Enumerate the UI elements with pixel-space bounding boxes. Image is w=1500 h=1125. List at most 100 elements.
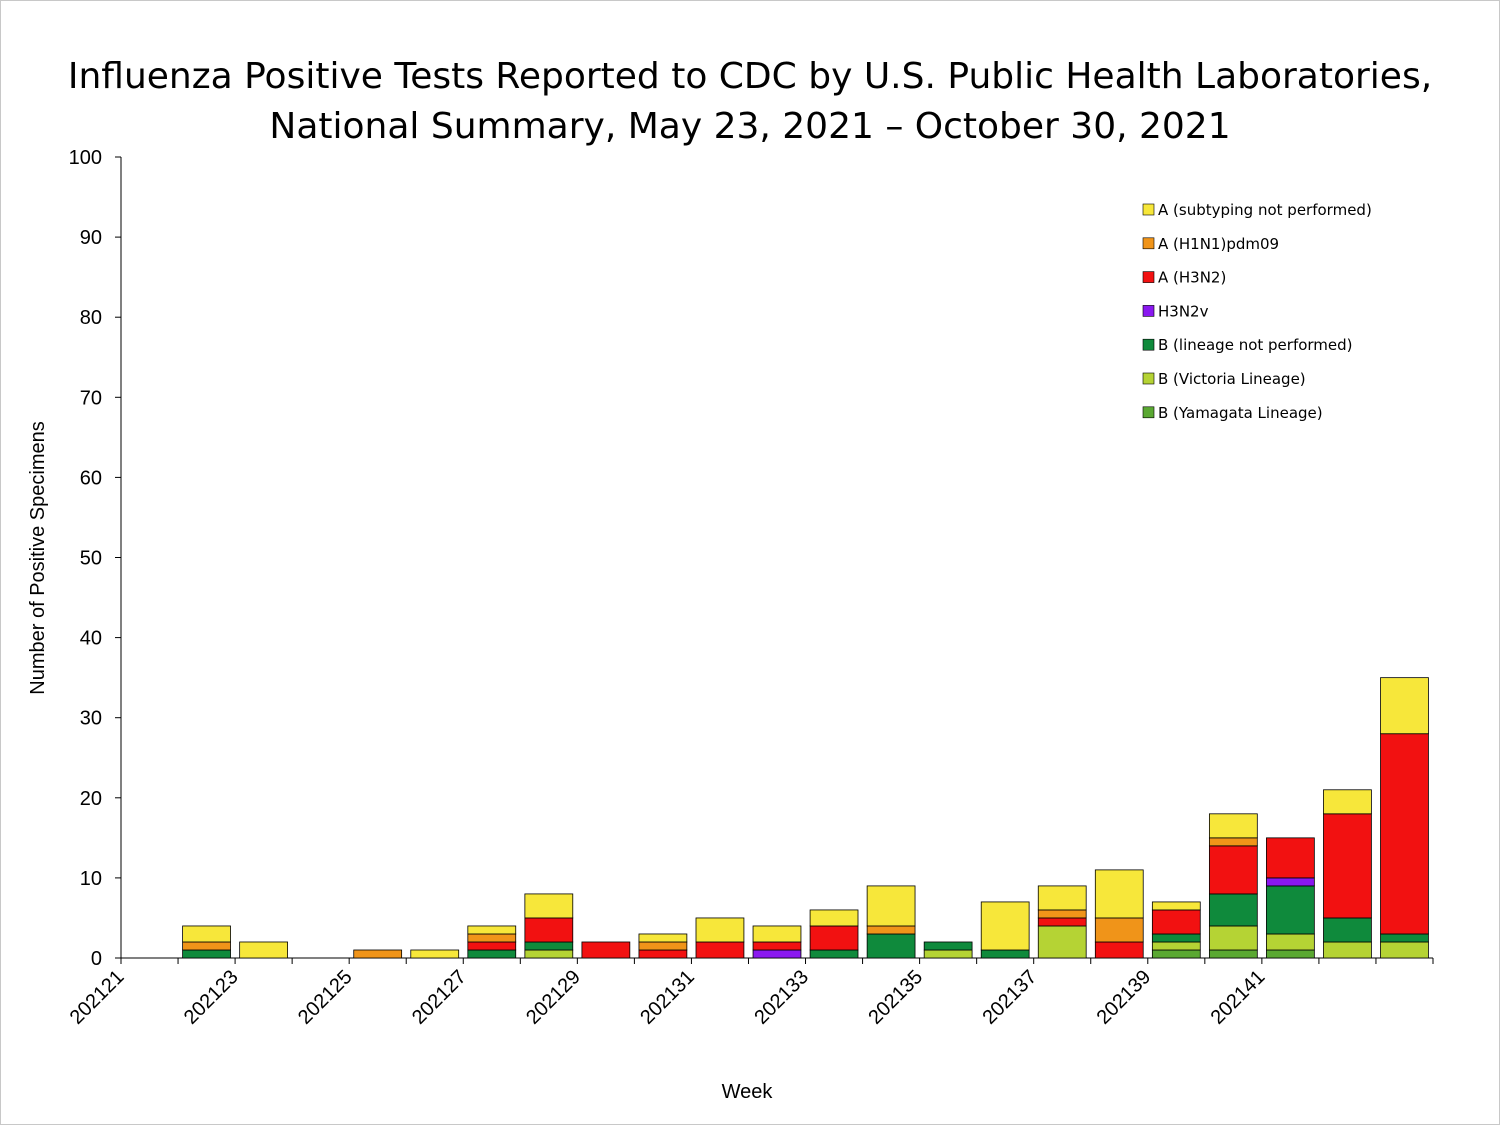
bar-segment-202138 xyxy=(1094,917,1144,943)
bar-segment-202142 xyxy=(1323,813,1372,919)
y-tick-label: 30 xyxy=(80,708,102,730)
legend-label: H3N2v xyxy=(1158,302,1209,320)
bar-segment-202141 xyxy=(1266,877,1315,887)
bar-segment-202141 xyxy=(1266,885,1315,935)
bar-segment-202140 xyxy=(1208,813,1258,839)
bar-segment-202129 xyxy=(581,941,631,959)
legend-label: B (Yamagata Lineage) xyxy=(1158,404,1323,422)
bar-segment-202143 xyxy=(1380,677,1429,735)
bar-segment-202141 xyxy=(1266,933,1315,951)
bar-segment-202139 xyxy=(1151,949,1201,959)
bar-segment-202135 xyxy=(923,949,973,959)
bar-segment-202136 xyxy=(980,901,1030,951)
bar-segment-202128 xyxy=(524,949,574,959)
bar-segment-202134 xyxy=(866,933,916,959)
legend-swatch xyxy=(1142,237,1155,250)
y-tick-label: 40 xyxy=(80,628,102,650)
legend-swatch xyxy=(1142,372,1155,385)
bar-segment-202126 xyxy=(410,949,460,959)
y-tick-label: 80 xyxy=(80,307,102,329)
bar-segment-202125 xyxy=(353,949,403,959)
bar-segment-202137 xyxy=(1037,909,1087,919)
bar-segment-202140 xyxy=(1208,893,1258,927)
x-tick-label: 202127 xyxy=(408,966,471,1029)
y-tick-label: 100 xyxy=(69,147,102,169)
bar-segment-202122 xyxy=(182,949,231,959)
x-tick-label: 202137 xyxy=(978,966,1041,1029)
y-axis-label: Number of Positive Specimens xyxy=(27,421,49,694)
bar-segment-202143 xyxy=(1380,941,1429,959)
y-tick-label: 60 xyxy=(80,467,102,489)
legend-label: B (Victoria Lineage) xyxy=(1158,370,1306,388)
bar-segment-202127 xyxy=(467,933,517,943)
bar-segment-202143 xyxy=(1380,733,1429,935)
bar-segment-202122 xyxy=(182,925,231,943)
bar-segment-202128 xyxy=(524,893,574,919)
bar-segment-202127 xyxy=(467,925,517,935)
bar-segment-202140 xyxy=(1208,845,1258,895)
legend-label: B (lineage not performed) xyxy=(1158,336,1353,354)
bar-segment-202132 xyxy=(752,925,802,943)
bar-segment-202142 xyxy=(1323,941,1372,959)
bar-segment-202128 xyxy=(524,917,574,943)
bar-segment-202139 xyxy=(1151,901,1201,911)
bar-segment-202128 xyxy=(524,941,574,951)
bar-segment-202137 xyxy=(1037,917,1087,927)
legend-swatch xyxy=(1142,406,1155,419)
bar-segment-202137 xyxy=(1037,925,1087,959)
bar-segment-202139 xyxy=(1151,909,1201,935)
x-axis-label: Week xyxy=(722,1081,774,1103)
bar-segment-202136 xyxy=(980,949,1030,959)
bar-segment-202132 xyxy=(752,949,802,959)
bar-segment-202127 xyxy=(467,949,517,959)
bar-segment-202130 xyxy=(638,941,688,951)
bar-segment-202133 xyxy=(809,909,859,927)
bar-segment-202142 xyxy=(1323,789,1372,815)
y-tick-label: 0 xyxy=(91,948,102,970)
legend-label: A (subtyping not performed) xyxy=(1158,201,1372,219)
bar-segment-202141 xyxy=(1266,837,1315,879)
bar-segment-202127 xyxy=(467,941,517,951)
y-tick-label: 10 xyxy=(80,868,102,890)
y-tick-label: 90 xyxy=(80,227,102,249)
bar-segment-202138 xyxy=(1094,941,1144,959)
y-tick-label: 50 xyxy=(80,548,102,570)
x-tick-label: 202129 xyxy=(522,966,585,1029)
y-tick-label: 70 xyxy=(80,387,102,409)
bar-segment-202130 xyxy=(638,933,688,943)
x-tick-label: 202131 xyxy=(636,966,699,1029)
bar-segment-202139 xyxy=(1151,941,1201,951)
y-tick-label: 20 xyxy=(80,788,102,810)
chart-title-line2: National Summary, May 23, 2021 – October… xyxy=(269,106,1231,147)
bar-segment-202134 xyxy=(866,925,916,935)
bar-segment-202131 xyxy=(695,917,745,943)
bar-segment-202137 xyxy=(1037,885,1087,911)
bar-segment-202141 xyxy=(1266,949,1315,959)
bar-segment-202132 xyxy=(752,941,802,951)
legend-swatch xyxy=(1142,271,1155,283)
legend-label: A (H3N2) xyxy=(1158,269,1226,287)
bar-segment-202142 xyxy=(1323,917,1372,943)
bar-segment-202131 xyxy=(695,941,745,959)
legend-swatch xyxy=(1142,305,1155,317)
bar-segment-202122 xyxy=(182,941,231,951)
x-tick-label: 202123 xyxy=(180,966,243,1029)
bar-segment-202140 xyxy=(1208,837,1258,847)
bar-segment-202143 xyxy=(1380,933,1429,943)
bar-segment-202133 xyxy=(809,925,859,951)
bar-segment-202138 xyxy=(1094,869,1144,919)
bar-segment-202139 xyxy=(1151,933,1201,943)
chart-title-line1: Influenza Positive Tests Reported to CDC… xyxy=(67,56,1433,97)
bar-segment-202140 xyxy=(1208,925,1258,951)
x-tick-label: 202121 xyxy=(66,966,129,1029)
bar-segment-202134 xyxy=(866,885,916,927)
legend-label: A (H1N1)pdm09 xyxy=(1158,235,1279,253)
bar-segment-202135 xyxy=(923,941,973,951)
x-tick-label: 202133 xyxy=(750,966,813,1029)
bar-segment-202140 xyxy=(1208,949,1258,959)
chart-title: Influenza Positive Tests Reported to CDC… xyxy=(0,52,1500,152)
bar-segment-202133 xyxy=(809,949,859,959)
x-tick-label: 202125 xyxy=(294,966,357,1029)
bar-segment-202123 xyxy=(239,941,288,959)
